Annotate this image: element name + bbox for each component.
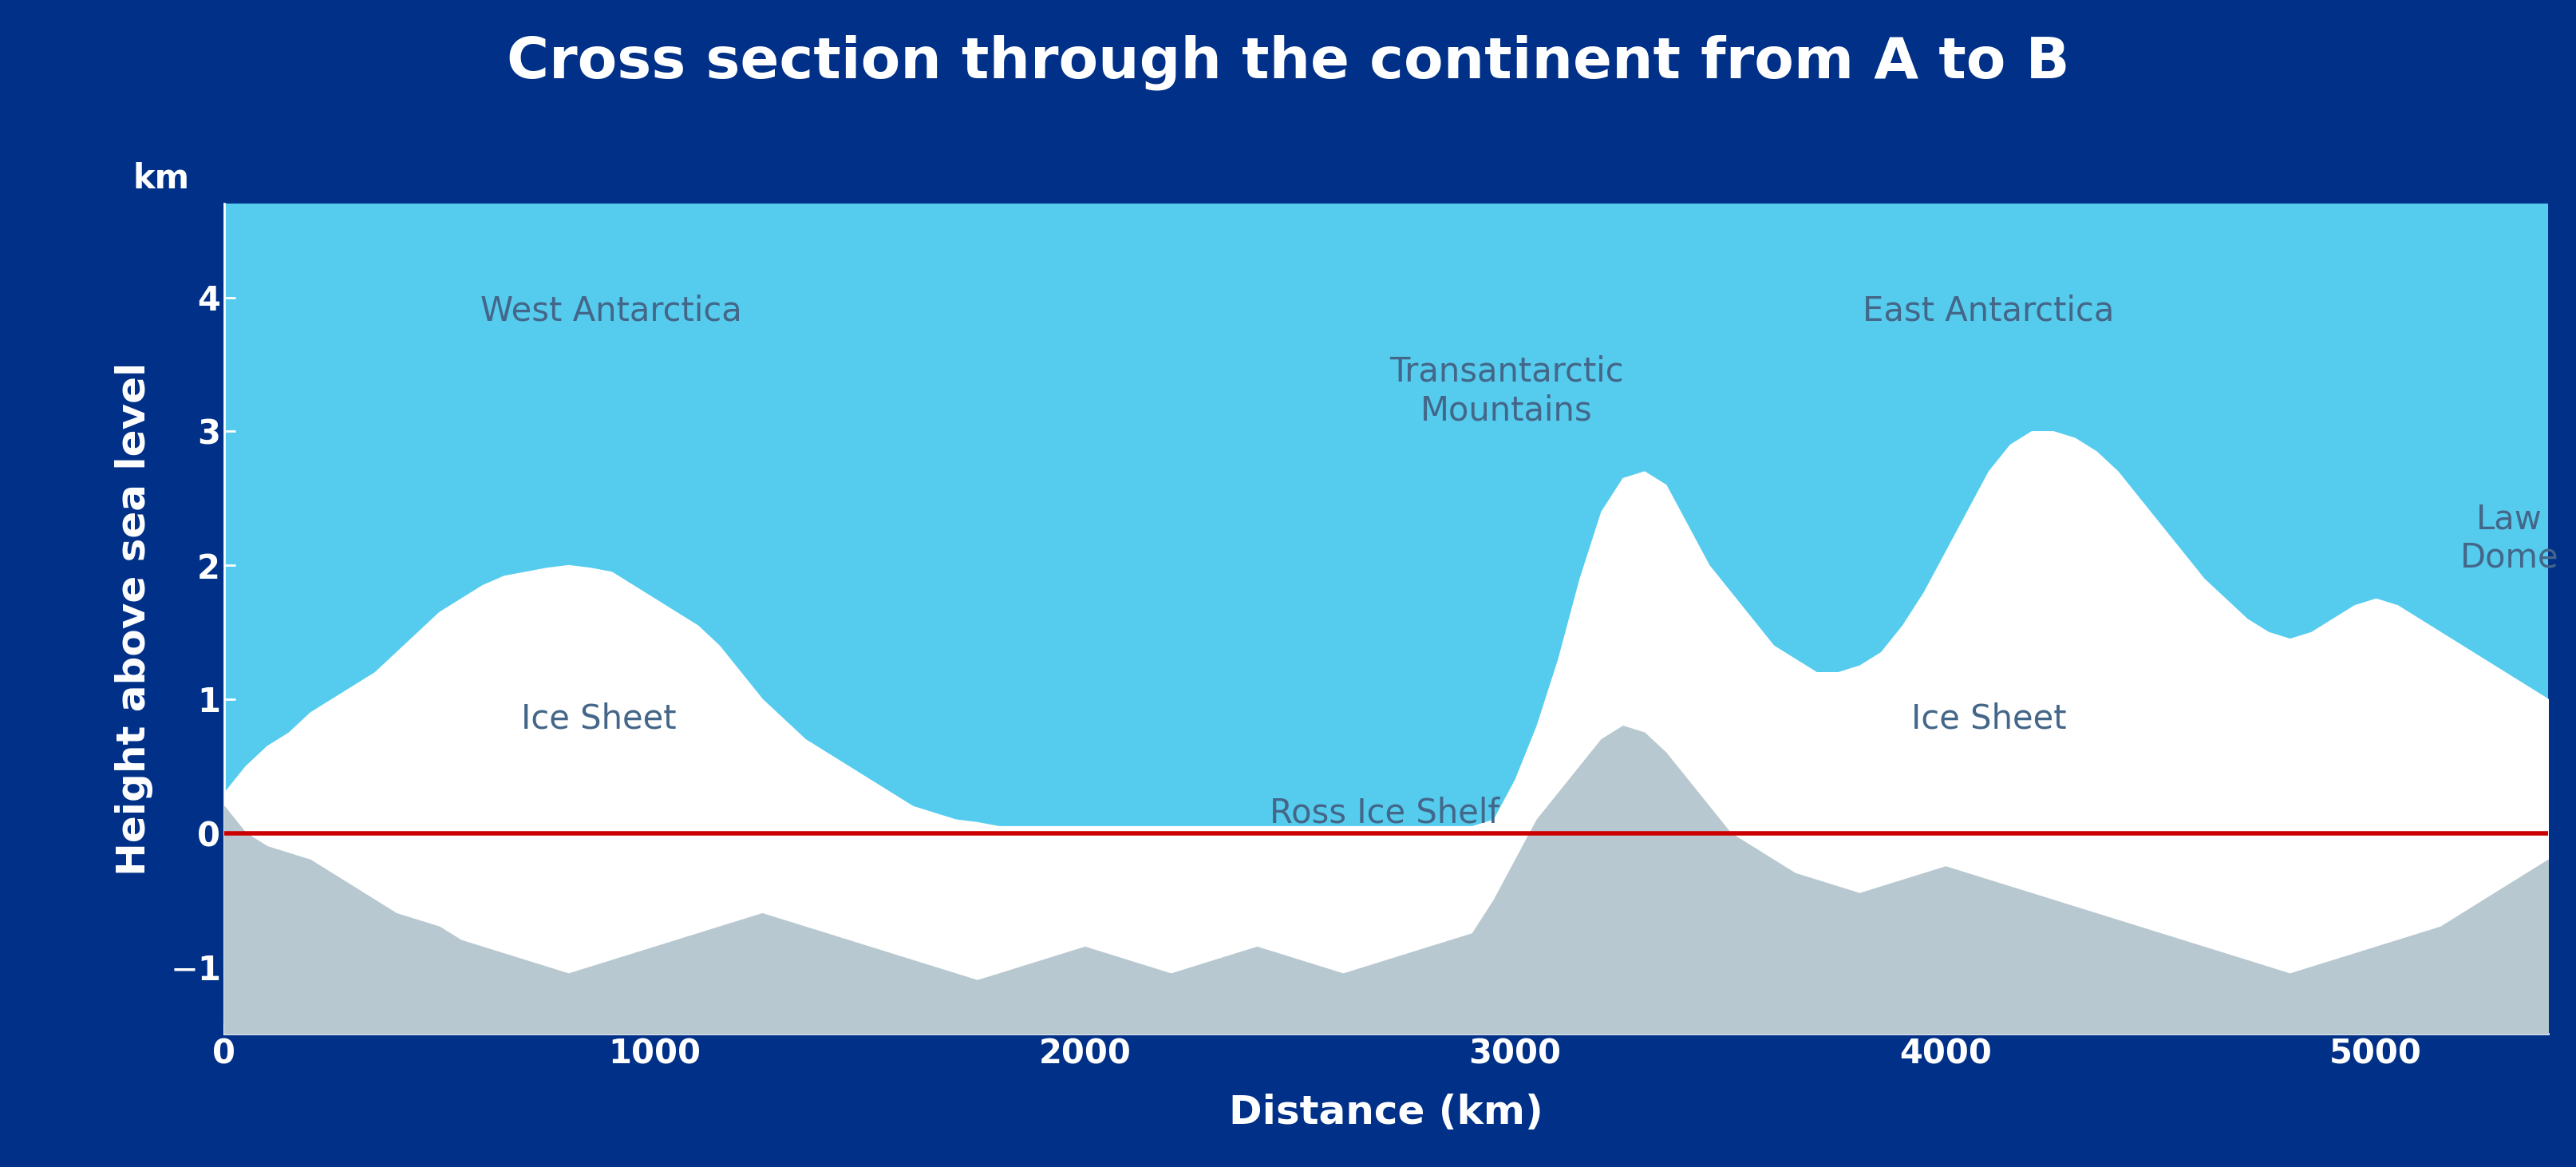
Text: East Antarctica: East Antarctica bbox=[1862, 294, 2115, 328]
Text: West Antarctica: West Antarctica bbox=[482, 294, 742, 328]
Text: km: km bbox=[131, 162, 188, 195]
Y-axis label: Height above sea level: Height above sea level bbox=[116, 362, 155, 875]
Text: Cross section through the continent from A to B: Cross section through the continent from… bbox=[507, 35, 2069, 91]
Text: Law
Dome: Law Dome bbox=[2460, 502, 2558, 574]
Text: Ross Ice Shelf: Ross Ice Shelf bbox=[1270, 796, 1499, 830]
X-axis label: Distance (km): Distance (km) bbox=[1229, 1093, 1543, 1132]
Text: Ice Sheet: Ice Sheet bbox=[1911, 703, 2066, 736]
Text: Transantarctic
Mountains: Transantarctic Mountains bbox=[1388, 355, 1623, 427]
Text: Ice Sheet: Ice Sheet bbox=[520, 703, 675, 736]
